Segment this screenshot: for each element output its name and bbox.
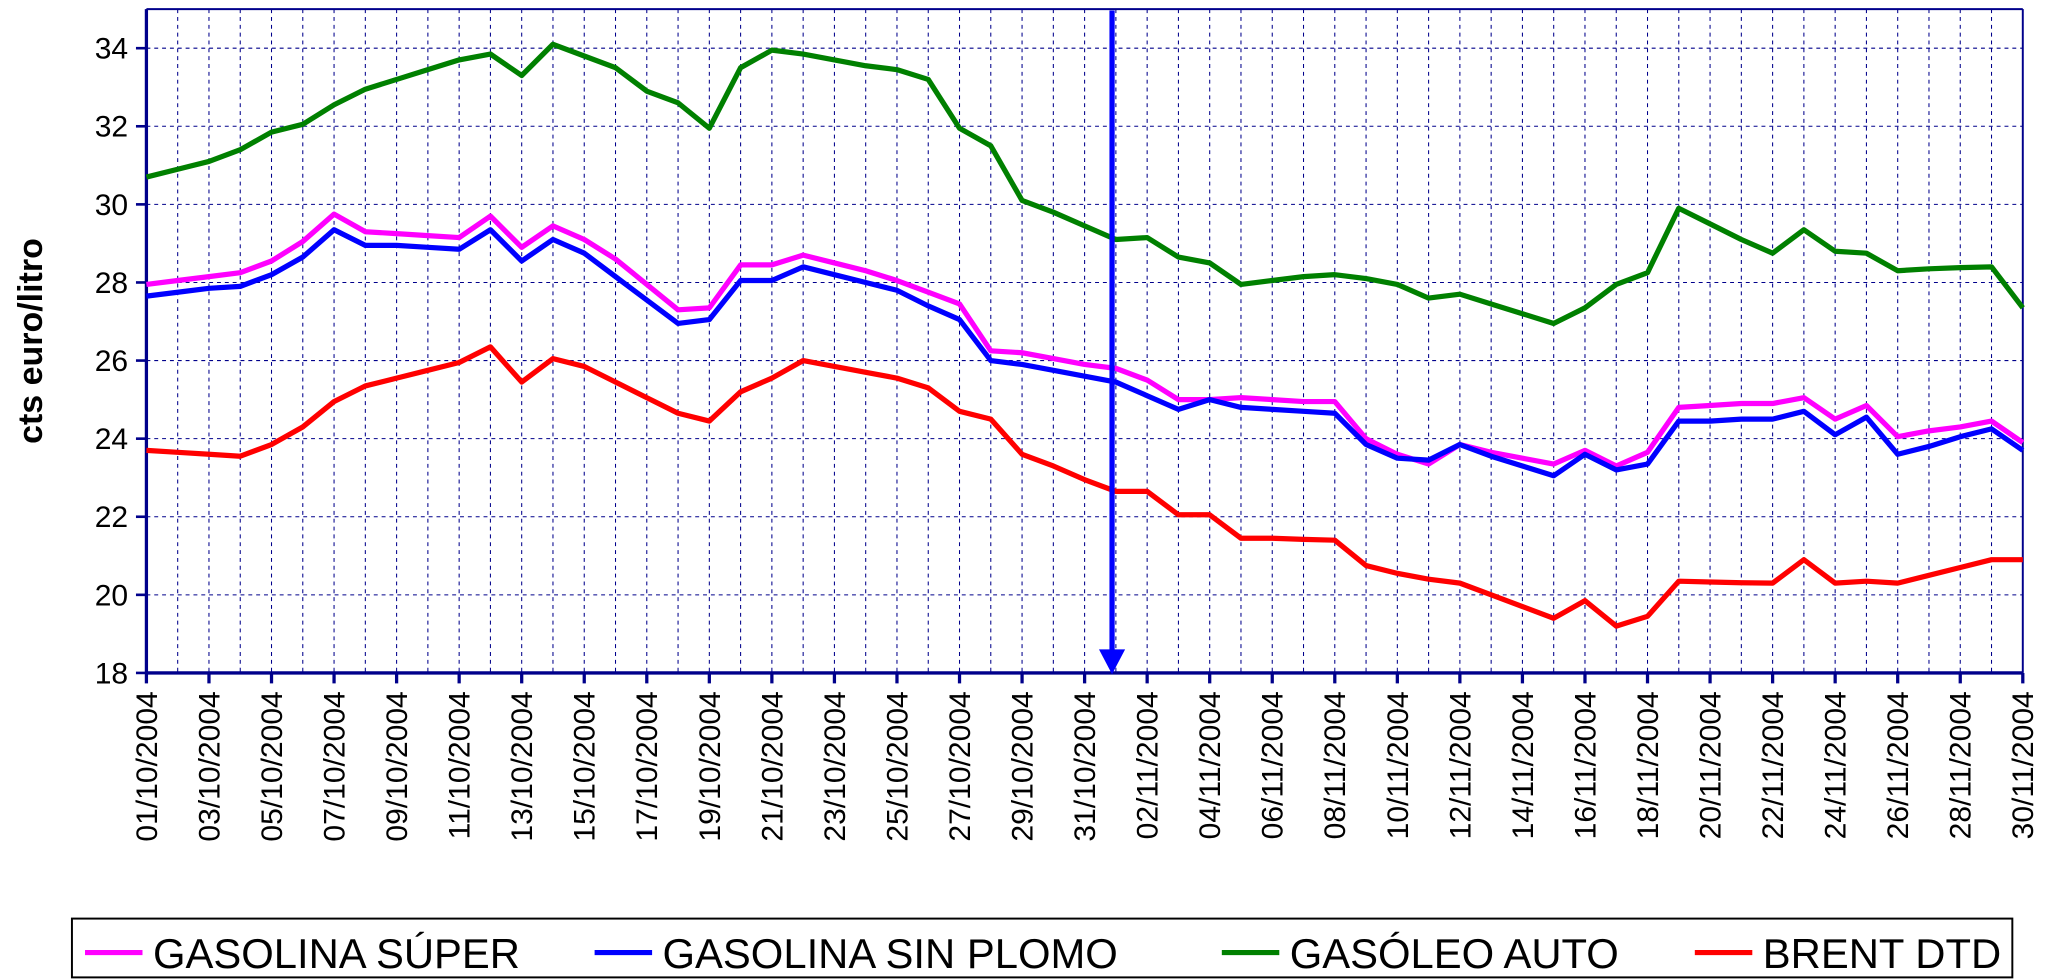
x-tick-label: 09/10/2004	[381, 691, 414, 841]
y-axis-label: cts euro/litro	[12, 238, 50, 444]
legend-label: GASOLINA SÚPER	[153, 930, 520, 977]
x-tick-label: 19/10/2004	[694, 691, 727, 841]
y-tick-label: 18	[95, 657, 128, 690]
y-tick-label: 22	[95, 501, 128, 534]
x-tick-label: 03/10/2004	[193, 691, 226, 841]
legend-label: BRENT DTD	[1763, 930, 2001, 977]
x-tick-label: 29/10/2004	[1007, 691, 1040, 841]
x-tick-label: 06/11/2004	[1257, 691, 1290, 839]
x-tick-label: 01/10/2004	[131, 691, 164, 841]
x-tick-label: 28/11/2004	[1945, 691, 1978, 839]
annotation-arrow	[1098, 10, 1126, 675]
plot-area: 18 20 22 24 26 28 30 32 34 01/10/2004 03/10/2004 05…	[95, 8, 2040, 842]
series-line	[146, 227, 2025, 479]
x-tick-label: 31/10/2004	[1069, 691, 1102, 841]
x-tick-label: 11/10/2004	[444, 691, 477, 839]
y-tick-label: 28	[95, 267, 128, 300]
legend-box	[70, 917, 2014, 979]
x-tick-label: 17/10/2004	[631, 691, 664, 841]
x-tick-label: 04/11/2004	[1194, 691, 1227, 839]
y-tick-label: 30	[95, 189, 128, 222]
x-tick-label: 12/11/2004	[1444, 691, 1477, 839]
x-tick-label: 10/11/2004	[1382, 691, 1415, 839]
x-tick-label: 22/11/2004	[1757, 691, 1790, 839]
x-tick-label: 26/11/2004	[1882, 691, 1915, 839]
series-line	[145, 41, 2025, 327]
legend-label: GASOLINA SIN PLOMO	[663, 930, 1118, 977]
x-tick-label: 24/11/2004	[1820, 691, 1853, 839]
x-tick-label: 02/11/2004	[1132, 691, 1165, 839]
x-tick-label: 27/10/2004	[944, 691, 977, 841]
legend-label: GASÓLEO AUTO	[1290, 930, 1619, 977]
x-tick-label: 15/10/2004	[569, 691, 602, 841]
x-tick-label: 21/10/2004	[756, 691, 789, 841]
x-tick-label: 07/10/2004	[319, 691, 352, 841]
y-tick-label: 26	[95, 345, 128, 378]
x-tick-label: 08/11/2004	[1319, 691, 1352, 839]
x-tick-label: 30/11/2004	[2007, 691, 2040, 839]
y-tick-label: 32	[95, 111, 128, 144]
x-tick-label: 18/11/2004	[1632, 691, 1665, 839]
y-tick-label: 34	[95, 33, 128, 66]
x-tick-label: 16/11/2004	[1569, 691, 1602, 839]
series-line	[146, 211, 2025, 469]
x-tick-label: 05/10/2004	[256, 691, 289, 841]
y-tick-label: 20	[95, 579, 128, 612]
series-line	[146, 344, 2023, 629]
x-tick-label: 13/10/2004	[506, 691, 539, 841]
x-tick-label: 23/10/2004	[819, 691, 852, 841]
x-tick-label: 25/10/2004	[881, 691, 914, 841]
x-tick-label: 20/11/2004	[1695, 691, 1728, 839]
y-tick-label: 24	[95, 423, 128, 456]
x-tick-label: 14/11/2004	[1507, 691, 1540, 839]
